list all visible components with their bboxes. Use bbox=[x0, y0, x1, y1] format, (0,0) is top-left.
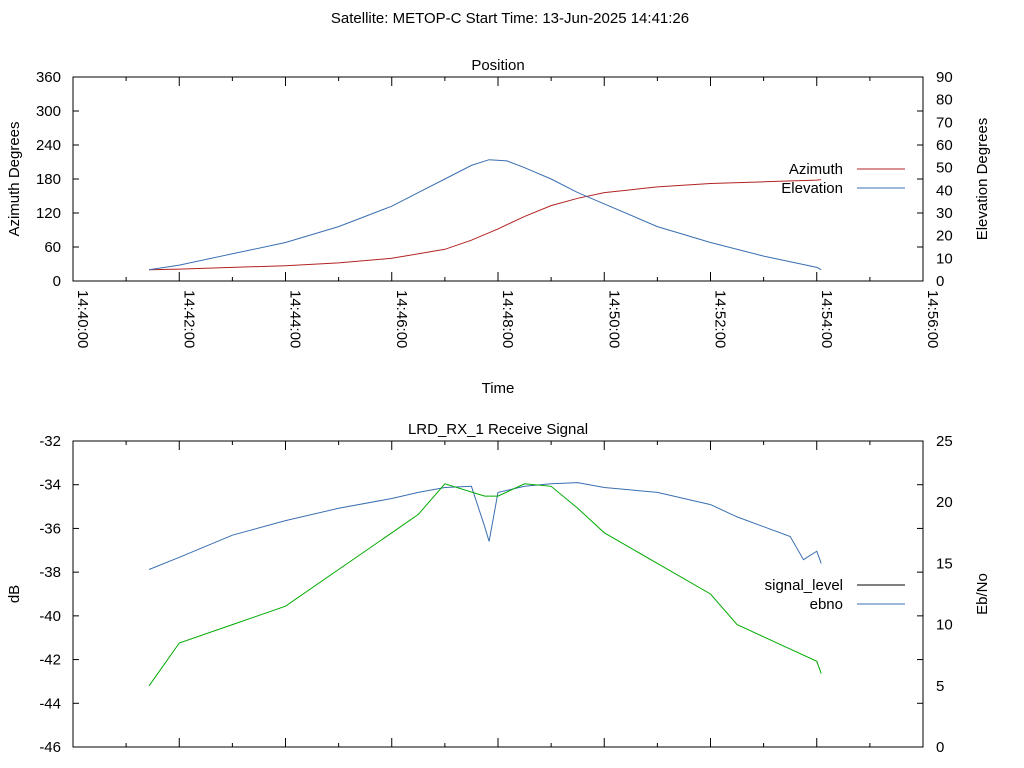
y2-tick-label: 15 bbox=[936, 555, 953, 572]
x-tick-label: 14:56:00 bbox=[924, 290, 941, 348]
legend-label: signal_level bbox=[765, 577, 843, 594]
y-axis-title: dB bbox=[6, 585, 23, 603]
y-tick-label: 60 bbox=[44, 239, 61, 256]
chart-title: LRD_RX_1 Receive Signal bbox=[408, 421, 588, 438]
y-tick-label: 180 bbox=[36, 171, 61, 188]
y-tick-label: 360 bbox=[36, 69, 61, 86]
y-tick-label: 240 bbox=[36, 137, 61, 154]
plot-frame bbox=[72, 440, 924, 748]
position-chart: Position 0 60 120 180 240 300 360 0 10 20 30 40 50 60 7… bbox=[6, 57, 991, 397]
y2-tick-label: 70 bbox=[936, 114, 953, 131]
chart-title: Position bbox=[471, 57, 524, 74]
y2-tick-label: 10 bbox=[936, 250, 953, 267]
series-line-Azimuth bbox=[149, 179, 822, 271]
y2-tick-label: 80 bbox=[936, 92, 953, 109]
y-tick-label: 300 bbox=[36, 103, 61, 120]
x-tick-label: 14:48:00 bbox=[499, 290, 516, 348]
y-tick-label: -42 bbox=[39, 652, 61, 669]
x-tick-label: 14:42:00 bbox=[180, 290, 197, 348]
y-tick-label: -38 bbox=[39, 564, 61, 581]
x-tick-label: 14:50:00 bbox=[605, 290, 622, 348]
x-axis-title: Time bbox=[482, 380, 515, 397]
legend-label: ebno bbox=[810, 596, 843, 613]
y-tick-label: 120 bbox=[36, 205, 61, 222]
series-line-unnamed bbox=[148, 483, 822, 687]
y-tick-label: 0 bbox=[53, 273, 61, 290]
y-axis-title: Azimuth Degrees bbox=[6, 121, 23, 236]
y-tick-label: -32 bbox=[39, 433, 61, 450]
y2-tick-label: 60 bbox=[936, 137, 953, 154]
y2-tick-label: 0 bbox=[936, 273, 944, 290]
y-tick-label: -44 bbox=[39, 695, 61, 712]
figure-suptitle: Satellite: METOP-C Start Time: 13-Jun-20… bbox=[331, 10, 689, 27]
x-tick-label: 14:46:00 bbox=[393, 290, 410, 348]
x-tick-label: 14:52:00 bbox=[712, 290, 729, 348]
y2-tick-label: 25 bbox=[936, 433, 953, 450]
series-line-ebno bbox=[148, 482, 822, 570]
x-tick-label: 14:54:00 bbox=[818, 290, 835, 348]
plot-frame bbox=[72, 76, 924, 282]
y2-tick-label: 20 bbox=[936, 494, 953, 511]
y2-tick-label: 0 bbox=[936, 739, 944, 756]
y-tick-label: -40 bbox=[39, 608, 61, 625]
legend-label: Elevation bbox=[781, 180, 843, 197]
series-line-Elevation bbox=[149, 159, 822, 271]
y-tick-label: -46 bbox=[39, 739, 61, 756]
legend-label: Azimuth bbox=[789, 161, 843, 178]
y2-tick-label: 90 bbox=[936, 69, 953, 86]
y-tick-label: -36 bbox=[39, 520, 61, 537]
y2-axis-title: Elevation Degrees bbox=[974, 118, 991, 241]
x-tick-label: 14:44:00 bbox=[287, 290, 304, 348]
y2-tick-label: 20 bbox=[936, 228, 953, 245]
receive-signal-chart: LRD_RX_1 Receive Signal -46 -44 -42 -40 -38 -3… bbox=[6, 421, 991, 756]
y2-axis-title: Eb/No bbox=[974, 573, 991, 615]
x-tick-label: 14:40:00 bbox=[74, 290, 91, 348]
y2-tick-label: 50 bbox=[936, 160, 953, 177]
y2-tick-label: 30 bbox=[936, 205, 953, 222]
y2-tick-label: 10 bbox=[936, 617, 953, 634]
y2-tick-label: 40 bbox=[936, 182, 953, 199]
y2-tick-label: 5 bbox=[936, 678, 944, 695]
y-tick-label: -34 bbox=[39, 477, 61, 494]
